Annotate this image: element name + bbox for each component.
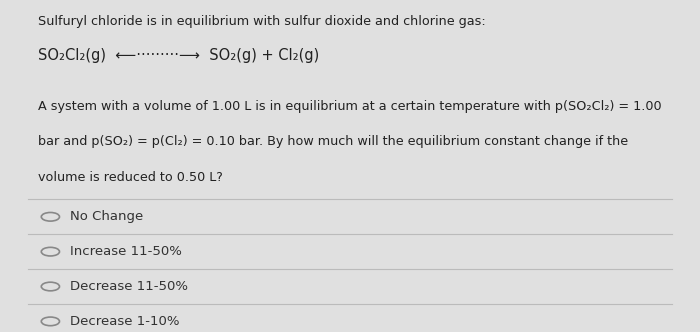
Text: volume is reduced to 0.50 L?: volume is reduced to 0.50 L? [38,171,223,184]
Text: SO₂Cl₂(g)  ⟵·········⟶  SO₂(g) + Cl₂(g): SO₂Cl₂(g) ⟵·········⟶ SO₂(g) + Cl₂(g) [38,48,320,63]
Text: Decrease 11-50%: Decrease 11-50% [70,280,188,293]
Text: Increase 11-50%: Increase 11-50% [70,245,182,258]
Text: A system with a volume of 1.00 L is in equilibrium at a certain temperature with: A system with a volume of 1.00 L is in e… [38,100,662,113]
Text: No Change: No Change [70,210,144,223]
Text: Sulfuryl chloride is in equilibrium with sulfur dioxide and chlorine gas:: Sulfuryl chloride is in equilibrium with… [38,15,486,28]
Text: bar and p(SO₂) = p(Cl₂) = 0.10 bar. By how much will the equilibrium constant ch: bar and p(SO₂) = p(Cl₂) = 0.10 bar. By h… [38,135,629,148]
Text: Decrease 1-10%: Decrease 1-10% [70,315,179,328]
